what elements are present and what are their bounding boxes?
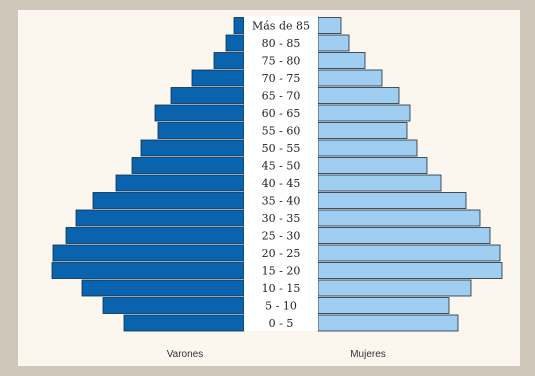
male-bar bbox=[102, 297, 245, 314]
male-bar bbox=[115, 174, 245, 192]
female-bar bbox=[317, 52, 366, 69]
male-bar bbox=[191, 69, 245, 87]
male-bar bbox=[52, 244, 245, 262]
age-group-label: 75 - 80 bbox=[262, 55, 301, 68]
age-group-label: 30 - 35 bbox=[262, 212, 301, 225]
female-bar bbox=[317, 104, 411, 122]
age-group-label: 65 - 70 bbox=[262, 90, 301, 103]
female-bar bbox=[317, 209, 481, 227]
male-bar bbox=[75, 209, 245, 227]
male-bar bbox=[140, 139, 245, 157]
age-group-label: 70 - 75 bbox=[262, 72, 301, 85]
age-group-label: 15 - 20 bbox=[262, 265, 301, 278]
female-bar bbox=[317, 69, 383, 87]
male-bar bbox=[157, 122, 245, 139]
age-group-label: 20 - 25 bbox=[262, 247, 301, 260]
female-bar bbox=[317, 244, 501, 262]
male-bar bbox=[123, 314, 245, 332]
age-group-label: 45 - 50 bbox=[262, 160, 301, 173]
male-bar bbox=[225, 34, 245, 52]
male-bar bbox=[81, 279, 245, 297]
male-axis-label: Varones bbox=[167, 349, 204, 360]
female-bars bbox=[317, 17, 503, 332]
male-bar bbox=[51, 262, 245, 279]
age-group-label: 0 - 5 bbox=[269, 317, 294, 330]
age-group-label: 40 - 45 bbox=[262, 177, 301, 190]
age-group-label: 35 - 40 bbox=[262, 195, 301, 208]
age-group-label: 60 - 65 bbox=[262, 107, 301, 120]
female-bar bbox=[317, 87, 400, 104]
age-group-label: 5 - 10 bbox=[265, 300, 297, 313]
female-bar bbox=[317, 314, 459, 332]
male-bar bbox=[154, 104, 245, 122]
male-bar bbox=[92, 192, 245, 209]
male-bar bbox=[170, 87, 245, 104]
male-bar bbox=[213, 52, 245, 69]
female-bar bbox=[317, 297, 450, 314]
age-label-column bbox=[244, 16, 318, 331]
female-bar bbox=[317, 227, 491, 244]
female-bar bbox=[317, 139, 418, 157]
age-group-label: 50 - 55 bbox=[262, 142, 301, 155]
male-bar bbox=[233, 17, 245, 34]
age-group-label: Más de 85 bbox=[252, 20, 310, 33]
female-bar bbox=[317, 122, 408, 139]
male-bars bbox=[51, 17, 245, 332]
female-bar bbox=[317, 279, 472, 297]
age-group-label: 80 - 85 bbox=[262, 37, 301, 50]
female-bar bbox=[317, 174, 442, 192]
female-bar bbox=[317, 17, 342, 34]
female-bar bbox=[317, 192, 467, 209]
female-bar bbox=[317, 34, 350, 52]
female-axis-label: Mujeres bbox=[350, 349, 386, 360]
age-labels: 0 - 5 5 - 10 10 - 15 15 - 20 20 - 25 25 - 30 3… bbox=[252, 20, 310, 331]
age-group-label: 10 - 15 bbox=[262, 282, 301, 295]
female-bar bbox=[317, 157, 428, 174]
female-bar bbox=[317, 262, 503, 279]
male-bar bbox=[65, 227, 245, 244]
age-group-label: 25 - 30 bbox=[262, 230, 301, 243]
male-bar bbox=[131, 157, 245, 174]
age-group-label: 55 - 60 bbox=[262, 125, 301, 138]
